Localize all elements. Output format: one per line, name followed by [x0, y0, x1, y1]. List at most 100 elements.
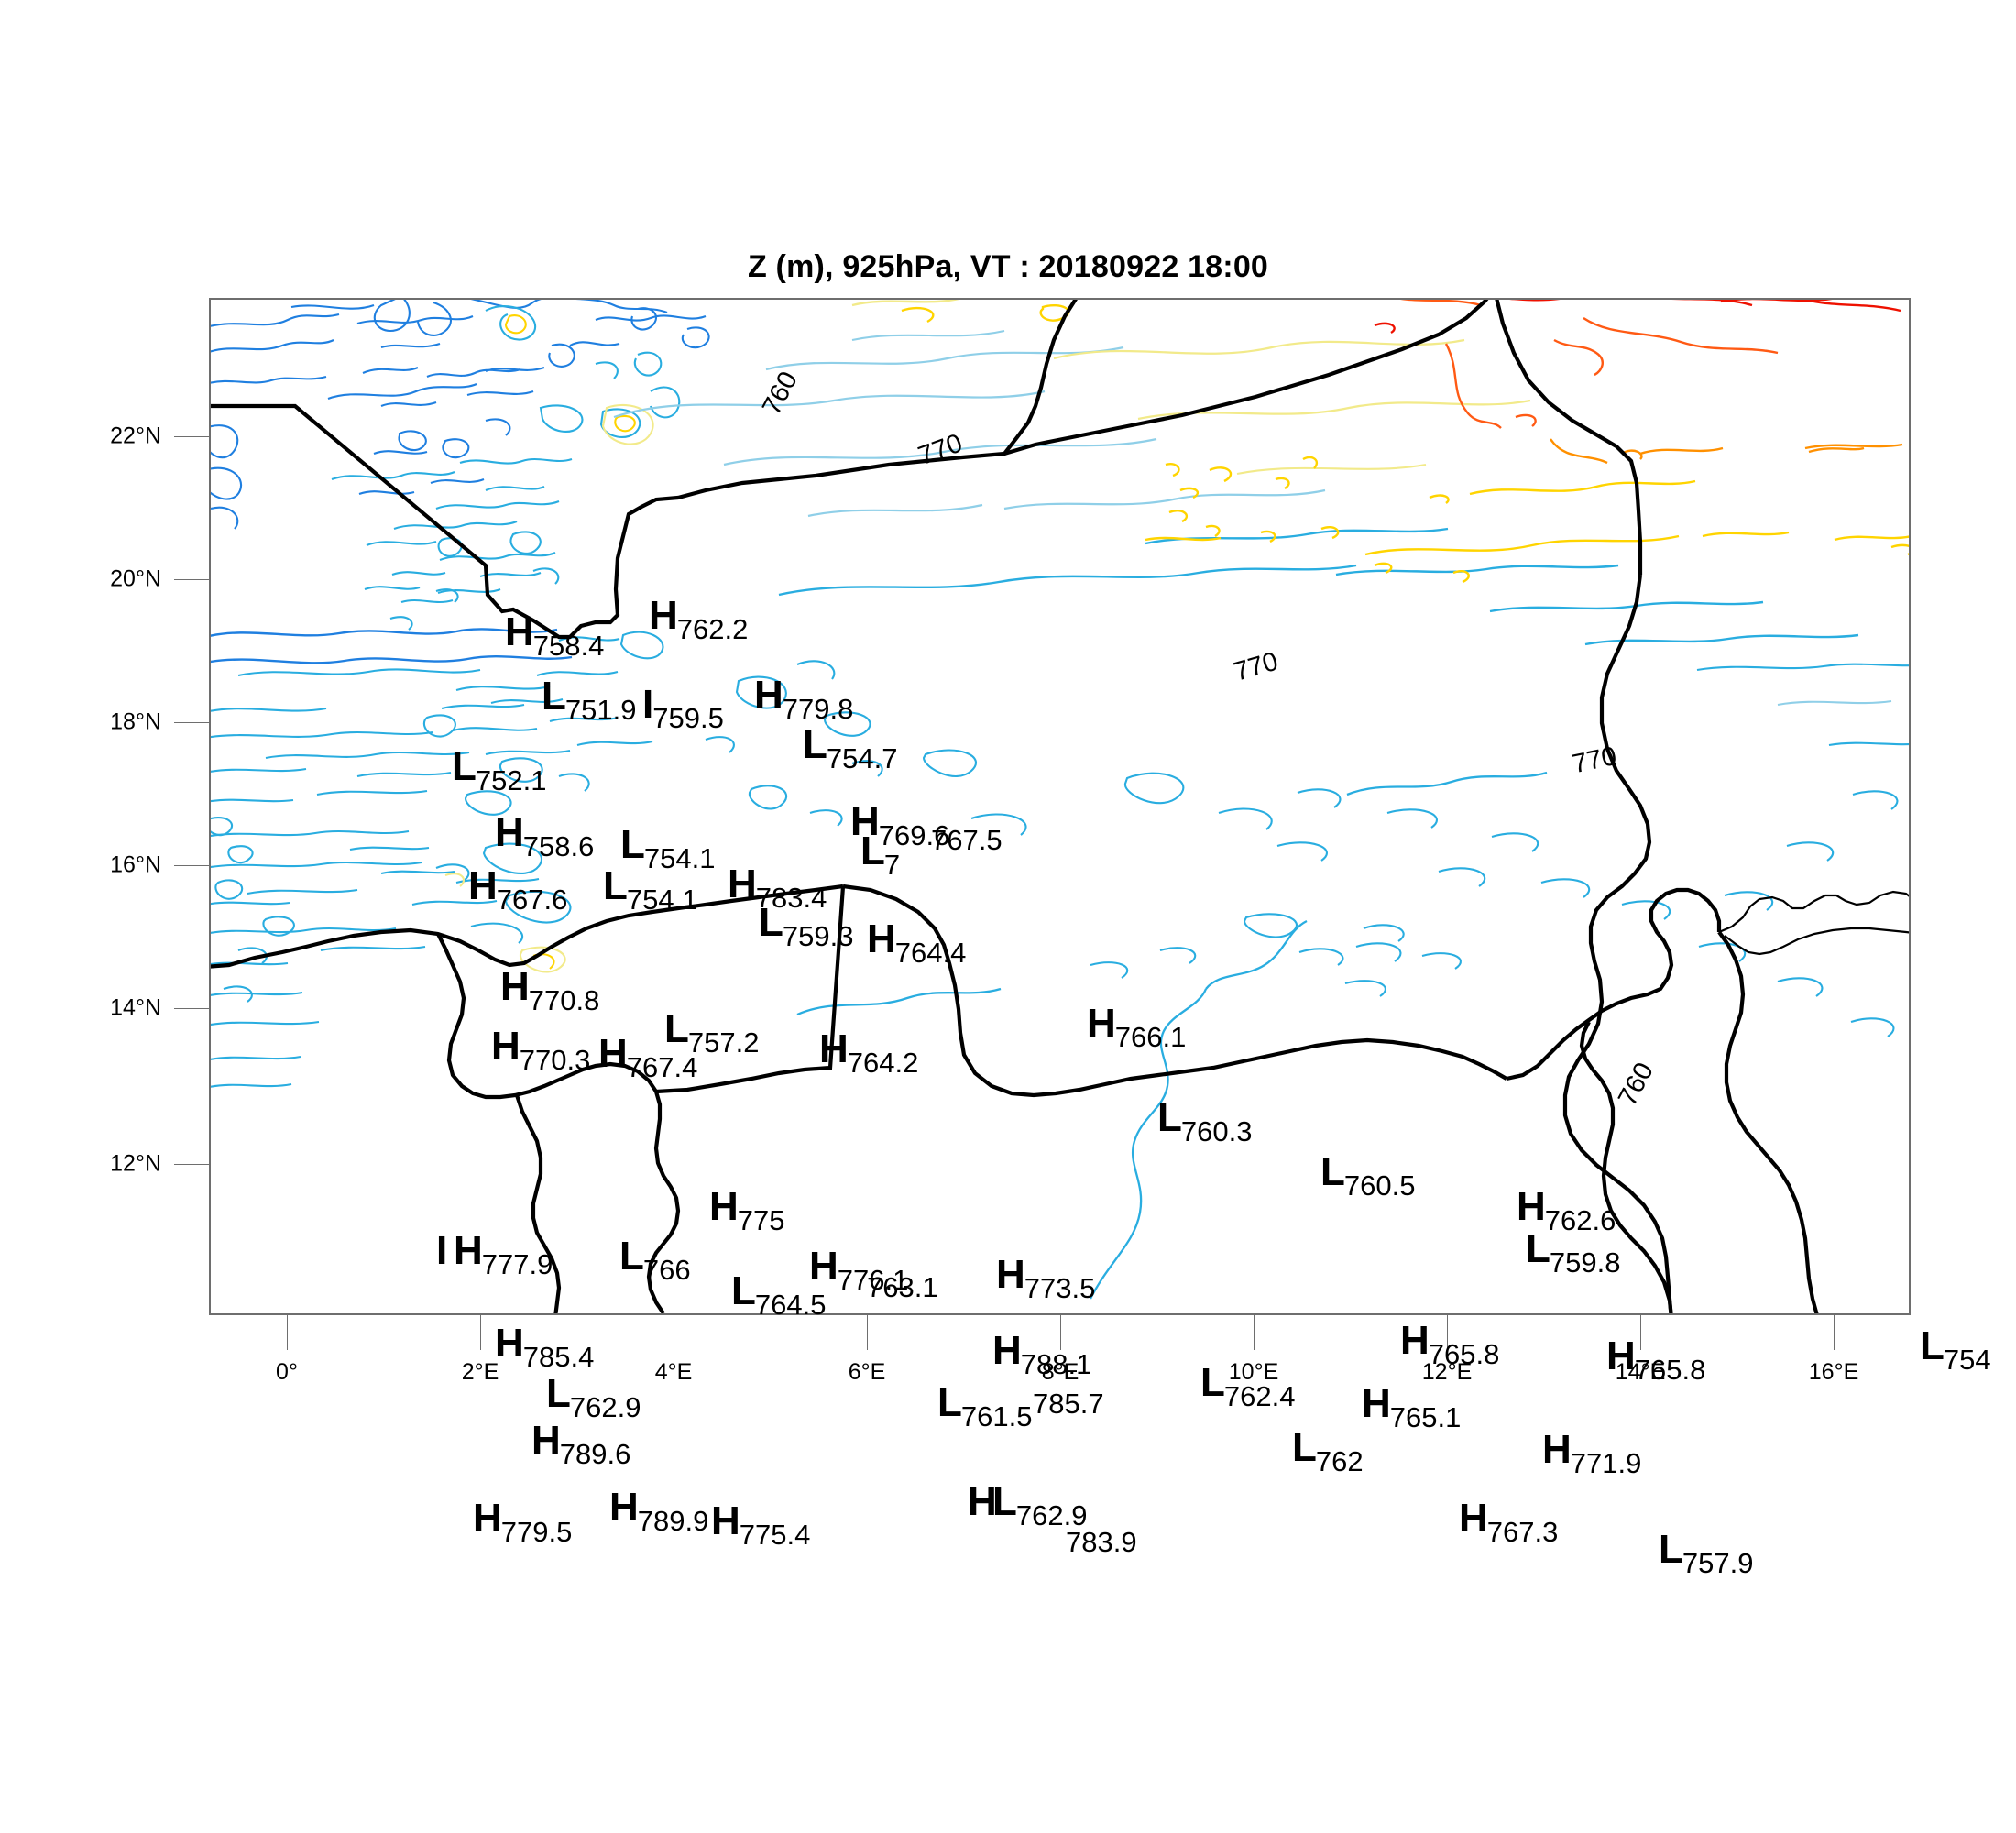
- station-extremum-label: L759.8: [1526, 1226, 1621, 1278]
- station-extremum-label: L760.5: [1320, 1152, 1416, 1201]
- extremum-marker: H: [500, 964, 530, 1009]
- x-axis-tick: [1254, 1315, 1255, 1350]
- extremum-marker: H: [968, 1479, 997, 1524]
- extremum-value: 765.1: [1389, 1401, 1462, 1433]
- extremum-value: 754.7: [826, 742, 898, 774]
- station-extremum-label: H785.4: [495, 1323, 595, 1372]
- extremum-marker: L: [1200, 1360, 1225, 1405]
- station-extremum-label: H762.6: [1517, 1187, 1616, 1235]
- extremum-value: 775.4: [739, 1519, 811, 1551]
- extremum-marker: L: [937, 1380, 962, 1425]
- station-extremum-label: 785.7: [1033, 1389, 1104, 1418]
- extremum-value: 764.4: [894, 937, 967, 969]
- station-extremum-label: H773.5: [996, 1255, 1096, 1303]
- extremum-marker: L: [542, 674, 566, 719]
- extremum-value: 759.8: [1549, 1246, 1621, 1279]
- y-axis-tick-label: 16°N: [110, 851, 161, 878]
- x-axis-tick: [1447, 1315, 1448, 1350]
- extremum-marker: L: [664, 1006, 689, 1051]
- station-extremum-label: H769.6: [850, 802, 950, 851]
- extremum-value: 771.9: [1570, 1447, 1642, 1479]
- station-extremum-label: H: [968, 1482, 997, 1522]
- y-axis-tick: [174, 1008, 209, 1009]
- extremum-marker: L: [731, 1268, 756, 1313]
- station-extremum-label: H775: [709, 1187, 786, 1235]
- extremum-value: 751.9: [564, 694, 637, 726]
- extremum-value: 754.1: [643, 842, 716, 874]
- extremum-marker: L: [1920, 1323, 1945, 1368]
- extremum-value: 762.9: [569, 1391, 641, 1423]
- extremum-value: 762.4: [1223, 1380, 1296, 1412]
- extremum-marker: H: [867, 916, 896, 961]
- station-extremum-label: H767.6: [468, 863, 568, 915]
- extremum-marker: H: [531, 1418, 561, 1463]
- extremum-marker: L: [759, 900, 783, 945]
- extremum-marker: H: [609, 1485, 639, 1530]
- station-extremum-label: H767.4: [598, 1031, 698, 1082]
- extremum-value: 762.2: [676, 613, 749, 645]
- extremum-value: 775: [737, 1204, 785, 1236]
- station-extremum-label: H765.8: [1606, 1336, 1706, 1385]
- extremum-marker: H: [1087, 1001, 1116, 1046]
- extremum-marker: H: [454, 1228, 483, 1273]
- extremum-marker: H: [491, 1024, 520, 1069]
- extremum-value: 759.5: [652, 702, 724, 734]
- station-extremum-label: L760.3: [1157, 1095, 1253, 1147]
- station-extremum-label: L759.3: [759, 900, 854, 951]
- extremum-value: 764.5: [754, 1289, 827, 1321]
- x-axis-tick-label: 6°E: [848, 1359, 886, 1385]
- station-extremum-label: L752.1: [452, 744, 547, 796]
- extremum-value: 767.3: [1486, 1516, 1559, 1548]
- extremum-marker: H: [1459, 1496, 1488, 1541]
- extremum-value: 783.4: [755, 882, 827, 914]
- y-axis-tick-label: 20°N: [110, 565, 161, 592]
- x-axis-tick-label: 0°: [276, 1359, 298, 1385]
- extremum-value: 779.8: [782, 693, 854, 725]
- station-extremum-label: L762: [1292, 1428, 1364, 1476]
- extremum-value: 767.6: [496, 884, 568, 916]
- extremum-value: 776.1: [837, 1264, 909, 1296]
- station-extremum-label: H758.4: [505, 609, 605, 661]
- x-axis-tick-label: 8°E: [1041, 1359, 1079, 1385]
- y-axis-tick: [174, 865, 209, 866]
- station-extremum-label: L762.9: [546, 1374, 641, 1422]
- extremum-marker: H: [992, 1328, 1022, 1373]
- extremum-value: 757.9: [1682, 1547, 1754, 1579]
- extremum-marker: H: [711, 1498, 740, 1543]
- extremum-value: 789.6: [559, 1438, 631, 1470]
- y-axis-tick: [174, 722, 209, 723]
- station-extremum-label: L764.5: [731, 1268, 827, 1320]
- extremum-marker: L: [1157, 1095, 1182, 1140]
- station-extremum-label: H764.4: [867, 916, 967, 968]
- extremum-value: 762: [1315, 1445, 1364, 1477]
- y-axis-tick-label: 14°N: [110, 994, 161, 1021]
- extremum-value: 758.6: [522, 830, 595, 862]
- extremum-marker: L: [1526, 1226, 1550, 1271]
- station-extremum-label: H764.2: [819, 1029, 919, 1078]
- station-extremum-label: 763.1: [867, 1273, 938, 1301]
- extremum-marker: H: [1542, 1427, 1572, 1472]
- extremum-value: 777.9: [481, 1248, 553, 1280]
- extremum-marker: H: [468, 863, 498, 908]
- extremum-marker: H: [598, 1031, 628, 1076]
- station-extremum-label: H765.1: [1362, 1384, 1462, 1432]
- station-extremum-label: H788.1: [992, 1328, 1092, 1379]
- extremum-value: 760.3: [1180, 1115, 1253, 1147]
- station-extremum-label: H789.9: [609, 1485, 709, 1536]
- extremum-marker: L: [452, 744, 477, 789]
- map-plot-area: 760 770 770 770 760: [209, 298, 1911, 1315]
- extremum-marker: H: [649, 593, 678, 638]
- extremum-value: 767.5: [931, 824, 1003, 856]
- extremum-value: 7: [883, 849, 901, 881]
- extremum-value: 770.8: [528, 984, 600, 1016]
- extremum-marker: H: [505, 609, 534, 654]
- extremum-marker: H: [754, 673, 783, 718]
- map-contour-svg: [211, 300, 1909, 1313]
- y-axis-tick: [174, 1164, 209, 1165]
- station-extremum-label: H770.3: [491, 1024, 591, 1075]
- extremum-marker: H: [473, 1496, 502, 1541]
- extremum-value: 765.8: [1428, 1338, 1500, 1370]
- extremum-marker: H: [1400, 1318, 1430, 1363]
- extremum-marker: H: [495, 810, 524, 855]
